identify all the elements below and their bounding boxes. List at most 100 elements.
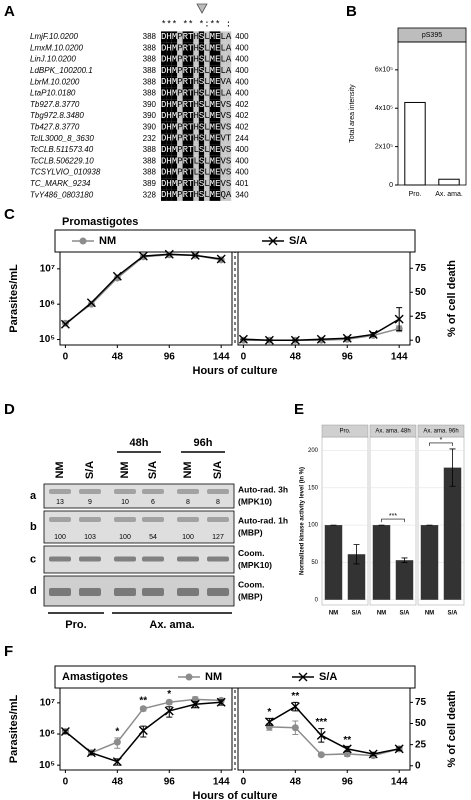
strip-title: Pro.	[339, 429, 350, 435]
x-tick-label: NM	[329, 611, 338, 617]
plot-frame	[237, 687, 411, 771]
residue-shade	[188, 87, 194, 100]
sequence: DHMPRTHSLMELA	[161, 66, 232, 76]
quantification: 6	[151, 499, 155, 506]
error-bar	[401, 557, 408, 563]
residue-shade	[166, 65, 172, 77]
y-tick-label: 75	[415, 697, 427, 708]
residue-shade	[166, 144, 172, 156]
marker	[368, 749, 378, 759]
marker	[165, 698, 173, 706]
blot-image	[43, 483, 235, 509]
residue-shade	[198, 76, 205, 88]
legend-marker	[79, 237, 87, 245]
residue-shade	[220, 178, 226, 190]
legend-label: S/A	[319, 671, 337, 683]
residue-shade	[215, 110, 221, 122]
panel-label: E	[294, 401, 304, 418]
bar	[372, 525, 391, 600]
band	[49, 517, 71, 522]
start-position: 390	[143, 123, 157, 132]
x-tick-label: 144	[391, 777, 408, 788]
lane-label: NM	[54, 461, 66, 478]
y-axis-label: Normalized kinase activity level (in %)	[300, 467, 306, 575]
y-tick-label: 200	[308, 448, 319, 454]
residue-shade	[204, 121, 210, 134]
bar	[404, 101, 426, 186]
residue-shade	[188, 65, 194, 77]
x-tick-label: 96	[164, 777, 176, 788]
residue-shade	[215, 65, 221, 77]
band	[49, 556, 71, 562]
residue-shade	[209, 178, 215, 190]
sequence-name: LmxM.10.0200	[30, 43, 83, 52]
start-position: 388	[143, 43, 157, 52]
panel-label: C	[4, 206, 15, 223]
y-tick-label: 50	[311, 560, 318, 566]
residue-shade	[182, 167, 188, 179]
residue-shade	[209, 133, 215, 145]
marker	[216, 697, 226, 707]
residue-shade	[193, 31, 199, 43]
band	[79, 588, 101, 596]
sequence-name: LinJ.10.0200	[30, 55, 76, 64]
residue-shade	[220, 167, 226, 179]
residue-shade	[225, 65, 232, 77]
residue-shade	[215, 76, 221, 88]
legend-label: NM	[205, 671, 222, 683]
residue-shade	[198, 42, 205, 54]
bar	[443, 467, 462, 600]
residue-shade	[193, 65, 199, 77]
x-tick-label: NM	[425, 611, 434, 617]
residue-shade	[198, 87, 205, 100]
row-label: Auto-rad. 3h	[238, 484, 288, 494]
bar	[395, 560, 414, 600]
marker	[164, 249, 174, 259]
residue-shade	[215, 155, 221, 167]
band	[207, 489, 229, 494]
blot-image	[43, 575, 235, 607]
lane-label: S/A	[212, 461, 224, 479]
marker	[60, 727, 70, 737]
row-label: Auto-rad. 1h	[238, 515, 288, 525]
marker	[343, 750, 351, 758]
time-label: 96h	[194, 437, 213, 449]
marker	[112, 271, 122, 281]
residue-shade	[182, 178, 188, 190]
significance: **	[343, 735, 351, 746]
residue-shade	[220, 144, 226, 156]
bar	[420, 525, 439, 600]
residue-shade	[215, 178, 221, 190]
y-tick-label: 50	[415, 718, 427, 729]
marker	[216, 254, 226, 264]
sequence: DHMPRTHSLMEVS	[161, 123, 231, 133]
marker	[86, 748, 96, 758]
residue-shade	[225, 42, 232, 54]
site-marker	[196, 3, 208, 14]
residue-shade	[204, 167, 210, 179]
sequence-name: TCSYLVIO_010938	[30, 168, 101, 177]
residue-shade	[188, 133, 194, 145]
quantification: 100	[54, 534, 66, 541]
significance: ***	[389, 513, 397, 520]
residue-shade	[198, 167, 205, 179]
residue-shade	[161, 167, 167, 179]
residue-shade	[161, 121, 167, 134]
residue-shade	[215, 144, 221, 156]
end-position: 400	[235, 145, 249, 154]
plot-frame	[59, 251, 233, 346]
y-tick-label: 2x10⁵	[375, 143, 393, 150]
x-tick-label: 48	[290, 352, 302, 363]
residue-shade	[166, 167, 172, 179]
residue-shade	[182, 87, 188, 100]
start-position: 388	[143, 156, 157, 165]
x-tick-label: 96	[342, 352, 354, 363]
residue-shade	[166, 110, 172, 122]
row-letter: b	[30, 521, 37, 533]
residue-shade	[161, 144, 167, 156]
marker	[138, 251, 148, 261]
residue-shade	[177, 54, 183, 66]
y-tick-label: 10⁵	[39, 334, 55, 345]
residue-shade	[225, 54, 232, 66]
